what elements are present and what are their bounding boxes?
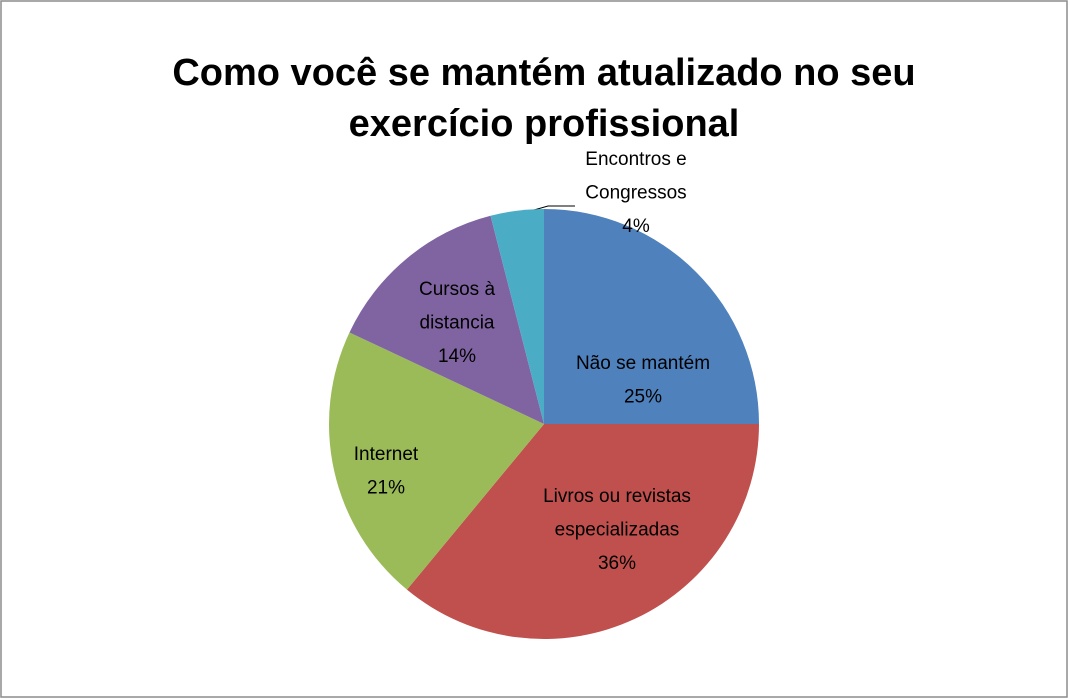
chart-title: Como você se mantém atualizado no seu (172, 52, 915, 94)
pie-slice (490, 209, 544, 424)
category-label: Encontros e Congressos (585, 149, 686, 204)
pie-slice (406, 424, 759, 639)
category-label: Cursos à distancia (419, 279, 495, 334)
value-label: 36% (598, 553, 636, 574)
value-label: 4% (622, 216, 650, 237)
pie-slice (544, 209, 759, 424)
category-label: Não se mantém (576, 353, 710, 374)
value-label: 25% (624, 387, 662, 408)
value-label: 14% (438, 346, 476, 367)
category-label: Livros ou revistas especializadas (543, 486, 691, 541)
pie-slice (329, 332, 544, 590)
chart-title: exercício profissional (349, 103, 740, 145)
value-label: 21% (367, 478, 405, 499)
pie-slice (349, 215, 544, 424)
category-label: Internet (354, 444, 419, 465)
